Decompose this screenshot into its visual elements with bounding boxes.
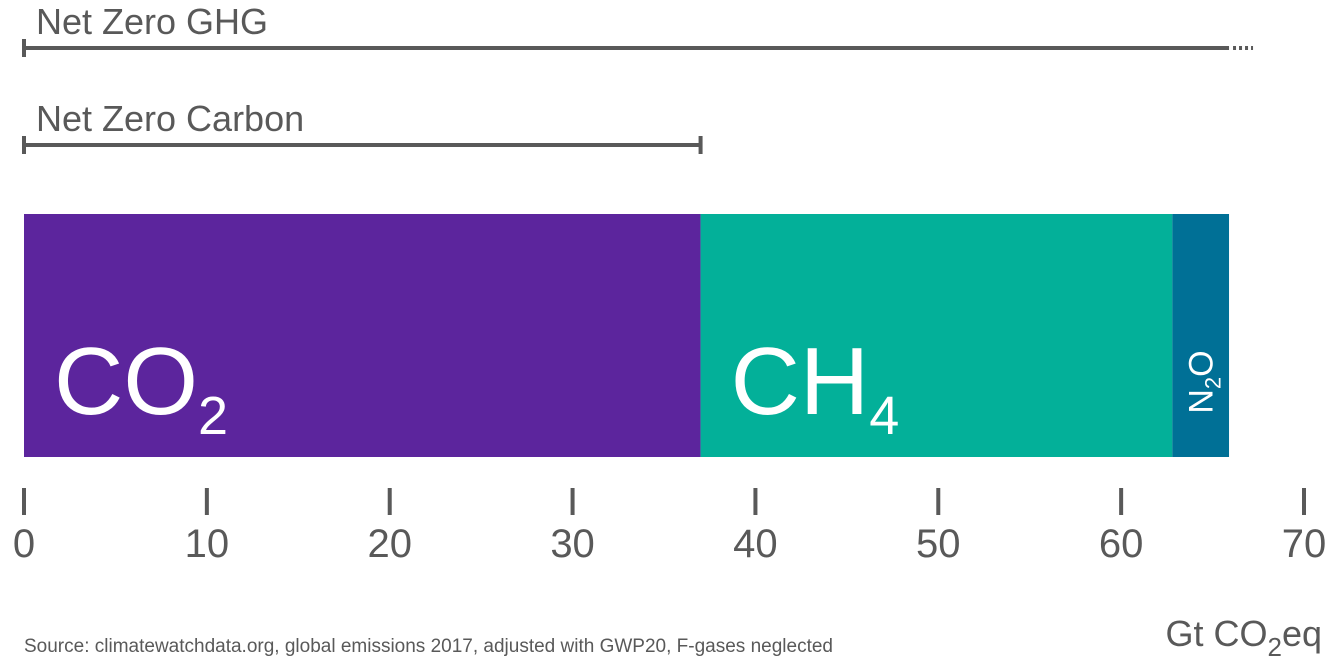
unit-main: Gt CO	[1165, 613, 1267, 654]
tick-label: 70	[1282, 522, 1327, 566]
tick-label: 40	[733, 522, 778, 566]
tick-label: 10	[185, 522, 230, 566]
unit-label: Gt CO2eq	[1165, 613, 1322, 662]
segment-label: CO2	[54, 328, 228, 446]
unit-suffix: eq	[1282, 613, 1322, 654]
bar-segment	[700, 214, 1173, 457]
tick-label: 20	[367, 522, 412, 566]
x-axis: 0 10 20 30 40 50 60 70	[13, 488, 1326, 566]
unit-subscript: 2	[1267, 632, 1281, 662]
source-note: Source: climatewatchdata.org, global emi…	[24, 636, 833, 657]
stacked-bar: CO2 CH4 N2O	[24, 214, 1230, 457]
range-brackets: Net Zero GHG Net Zero Carbon	[22, 1, 1254, 154]
segment-label: N2O	[1183, 350, 1226, 413]
tick-label: 60	[1099, 522, 1144, 566]
tick-label: 50	[916, 522, 961, 566]
tick-label: 0	[13, 522, 35, 566]
bar-segment	[1172, 214, 1230, 457]
range-label: Net Zero GHG	[36, 1, 268, 42]
range-label: Net Zero Carbon	[36, 98, 304, 139]
segment-label: CH4	[731, 328, 900, 446]
bar-segment	[24, 214, 701, 457]
tick-label: 30	[550, 522, 595, 566]
